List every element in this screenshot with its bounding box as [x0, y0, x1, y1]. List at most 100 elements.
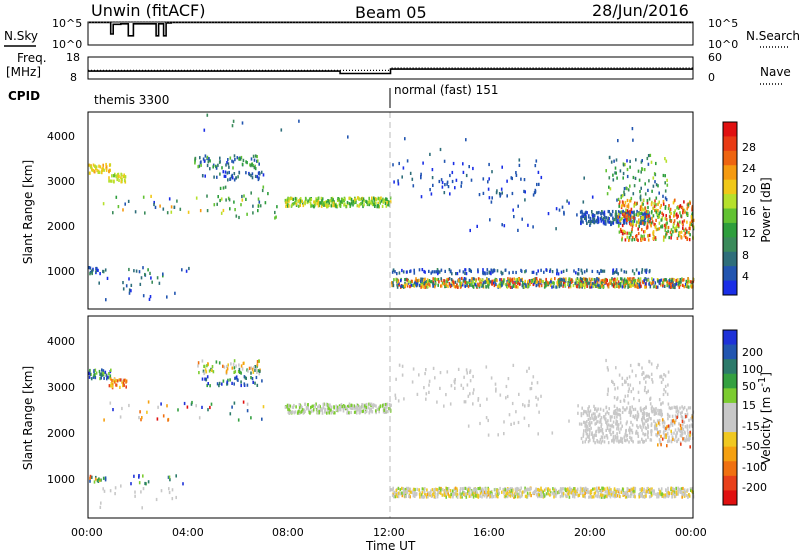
velocity-range-cell [347, 404, 349, 409]
velocity-range-cell [401, 373, 404, 377]
velocity-range-cell [514, 495, 517, 499]
power-range-cell [504, 268, 507, 272]
velocity-range-cell [401, 491, 403, 495]
power-range-cell [655, 237, 657, 241]
velocity-range-cell [349, 406, 351, 410]
power-range-cell [617, 283, 620, 287]
power-range-cell [444, 269, 446, 273]
power-range-cell [111, 179, 113, 183]
power-range-cell [287, 204, 289, 208]
velocity-range-cell [240, 383, 242, 388]
power-range-cell [115, 175, 118, 179]
velocity-range-cell [545, 492, 548, 496]
power-range-cell [579, 210, 582, 214]
velocity-range-cell [659, 441, 662, 445]
velocity-range-cell [186, 405, 189, 409]
velocity-range-cell [646, 412, 648, 416]
power-range-cell [564, 279, 567, 283]
velocity-range-cell [314, 403, 316, 408]
power-range-cell [432, 282, 434, 286]
power-range-cell [406, 278, 408, 282]
power-range-cell [670, 228, 673, 232]
power-range-cell [314, 199, 317, 203]
power-range-cell [647, 154, 650, 158]
power-range-cell [509, 285, 512, 289]
velocity-range-cell [614, 387, 616, 391]
velocity-range-cell [142, 487, 145, 491]
velocity-range-cell [675, 410, 678, 414]
velocity-range-cell [222, 364, 224, 368]
power-range-cell [426, 278, 429, 282]
power-range-cell [616, 220, 619, 225]
power-range-cell [649, 217, 652, 221]
power-range-cell [511, 277, 514, 281]
velocity-range-cell [610, 490, 613, 494]
velocity-range-cell [633, 492, 636, 497]
velocity-range-cell [608, 494, 611, 498]
power-range-cell [688, 231, 690, 235]
velocity-range-cell [623, 408, 626, 412]
power-range-cell [199, 156, 201, 160]
power-range-cell [524, 279, 526, 283]
power-range-cell [295, 202, 298, 206]
power-range-cell [517, 285, 519, 289]
power-range-cell [550, 277, 553, 281]
power-range-cell [487, 280, 489, 284]
velocity-colorbar-swatch [723, 402, 737, 418]
power-range-cell [197, 165, 199, 169]
velocity-range-cell [559, 495, 562, 499]
velocity-range-cell [681, 492, 683, 496]
velocity-colorbar-swatch [723, 490, 737, 506]
velocity-frame [87, 315, 694, 519]
power-range-cell [438, 270, 441, 274]
velocity-range-cell [410, 490, 412, 494]
velocity-ytick-1000: 1000 [47, 473, 75, 486]
velocity-range-cell [464, 486, 467, 490]
power-range-cell [624, 212, 626, 216]
velocity-range-cell [620, 439, 622, 443]
velocity-range-cell [609, 418, 612, 422]
velocity-range-cell [482, 489, 484, 493]
power-range-cell [99, 165, 102, 169]
power-range-cell [554, 277, 556, 281]
power-range-cell [461, 276, 463, 281]
power-range-cell [531, 270, 534, 274]
velocity-range-cell [584, 488, 586, 492]
power-range-cell [669, 230, 672, 234]
velocity-range-cell [568, 489, 570, 493]
velocity-range-cell [238, 367, 241, 371]
power-range-cell [595, 211, 598, 215]
power-range-cell [600, 269, 602, 273]
power-range-cell [429, 188, 431, 192]
velocity-range-cell [626, 420, 628, 424]
power-range-cell [373, 198, 376, 202]
power-range-cell [589, 280, 592, 284]
velocity-range-cell [237, 418, 240, 422]
power-range-cell [490, 200, 493, 204]
power-range-cell [652, 176, 655, 180]
velocity-range-cell [486, 490, 488, 494]
power-range-cell [537, 281, 540, 285]
velocity-range-cell [261, 417, 263, 421]
power-range-cell [350, 198, 353, 202]
power-range-cell [558, 283, 561, 287]
velocity-range-cell [465, 495, 468, 499]
velocity-range-cell [394, 495, 397, 499]
power-range-cell [301, 201, 304, 205]
power-range-cell [683, 278, 685, 282]
power-range-cell [216, 202, 218, 206]
velocity-range-cell [667, 370, 670, 374]
power-range-cell [170, 205, 173, 209]
velocity-range-cell [644, 426, 647, 430]
velocity-range-cell [183, 401, 186, 406]
power-range-cell [419, 282, 422, 286]
velocity-range-cell [681, 419, 684, 423]
power-range-cell [256, 159, 258, 163]
velocity-range-cell [642, 421, 644, 425]
power-range-cell [310, 198, 313, 202]
velocity-range-cell [637, 434, 640, 438]
velocity-range-cell [460, 383, 463, 387]
power-colorbar-swatch [723, 194, 737, 209]
velocity-range-cell [547, 487, 550, 491]
velocity-range-cell [671, 435, 674, 440]
